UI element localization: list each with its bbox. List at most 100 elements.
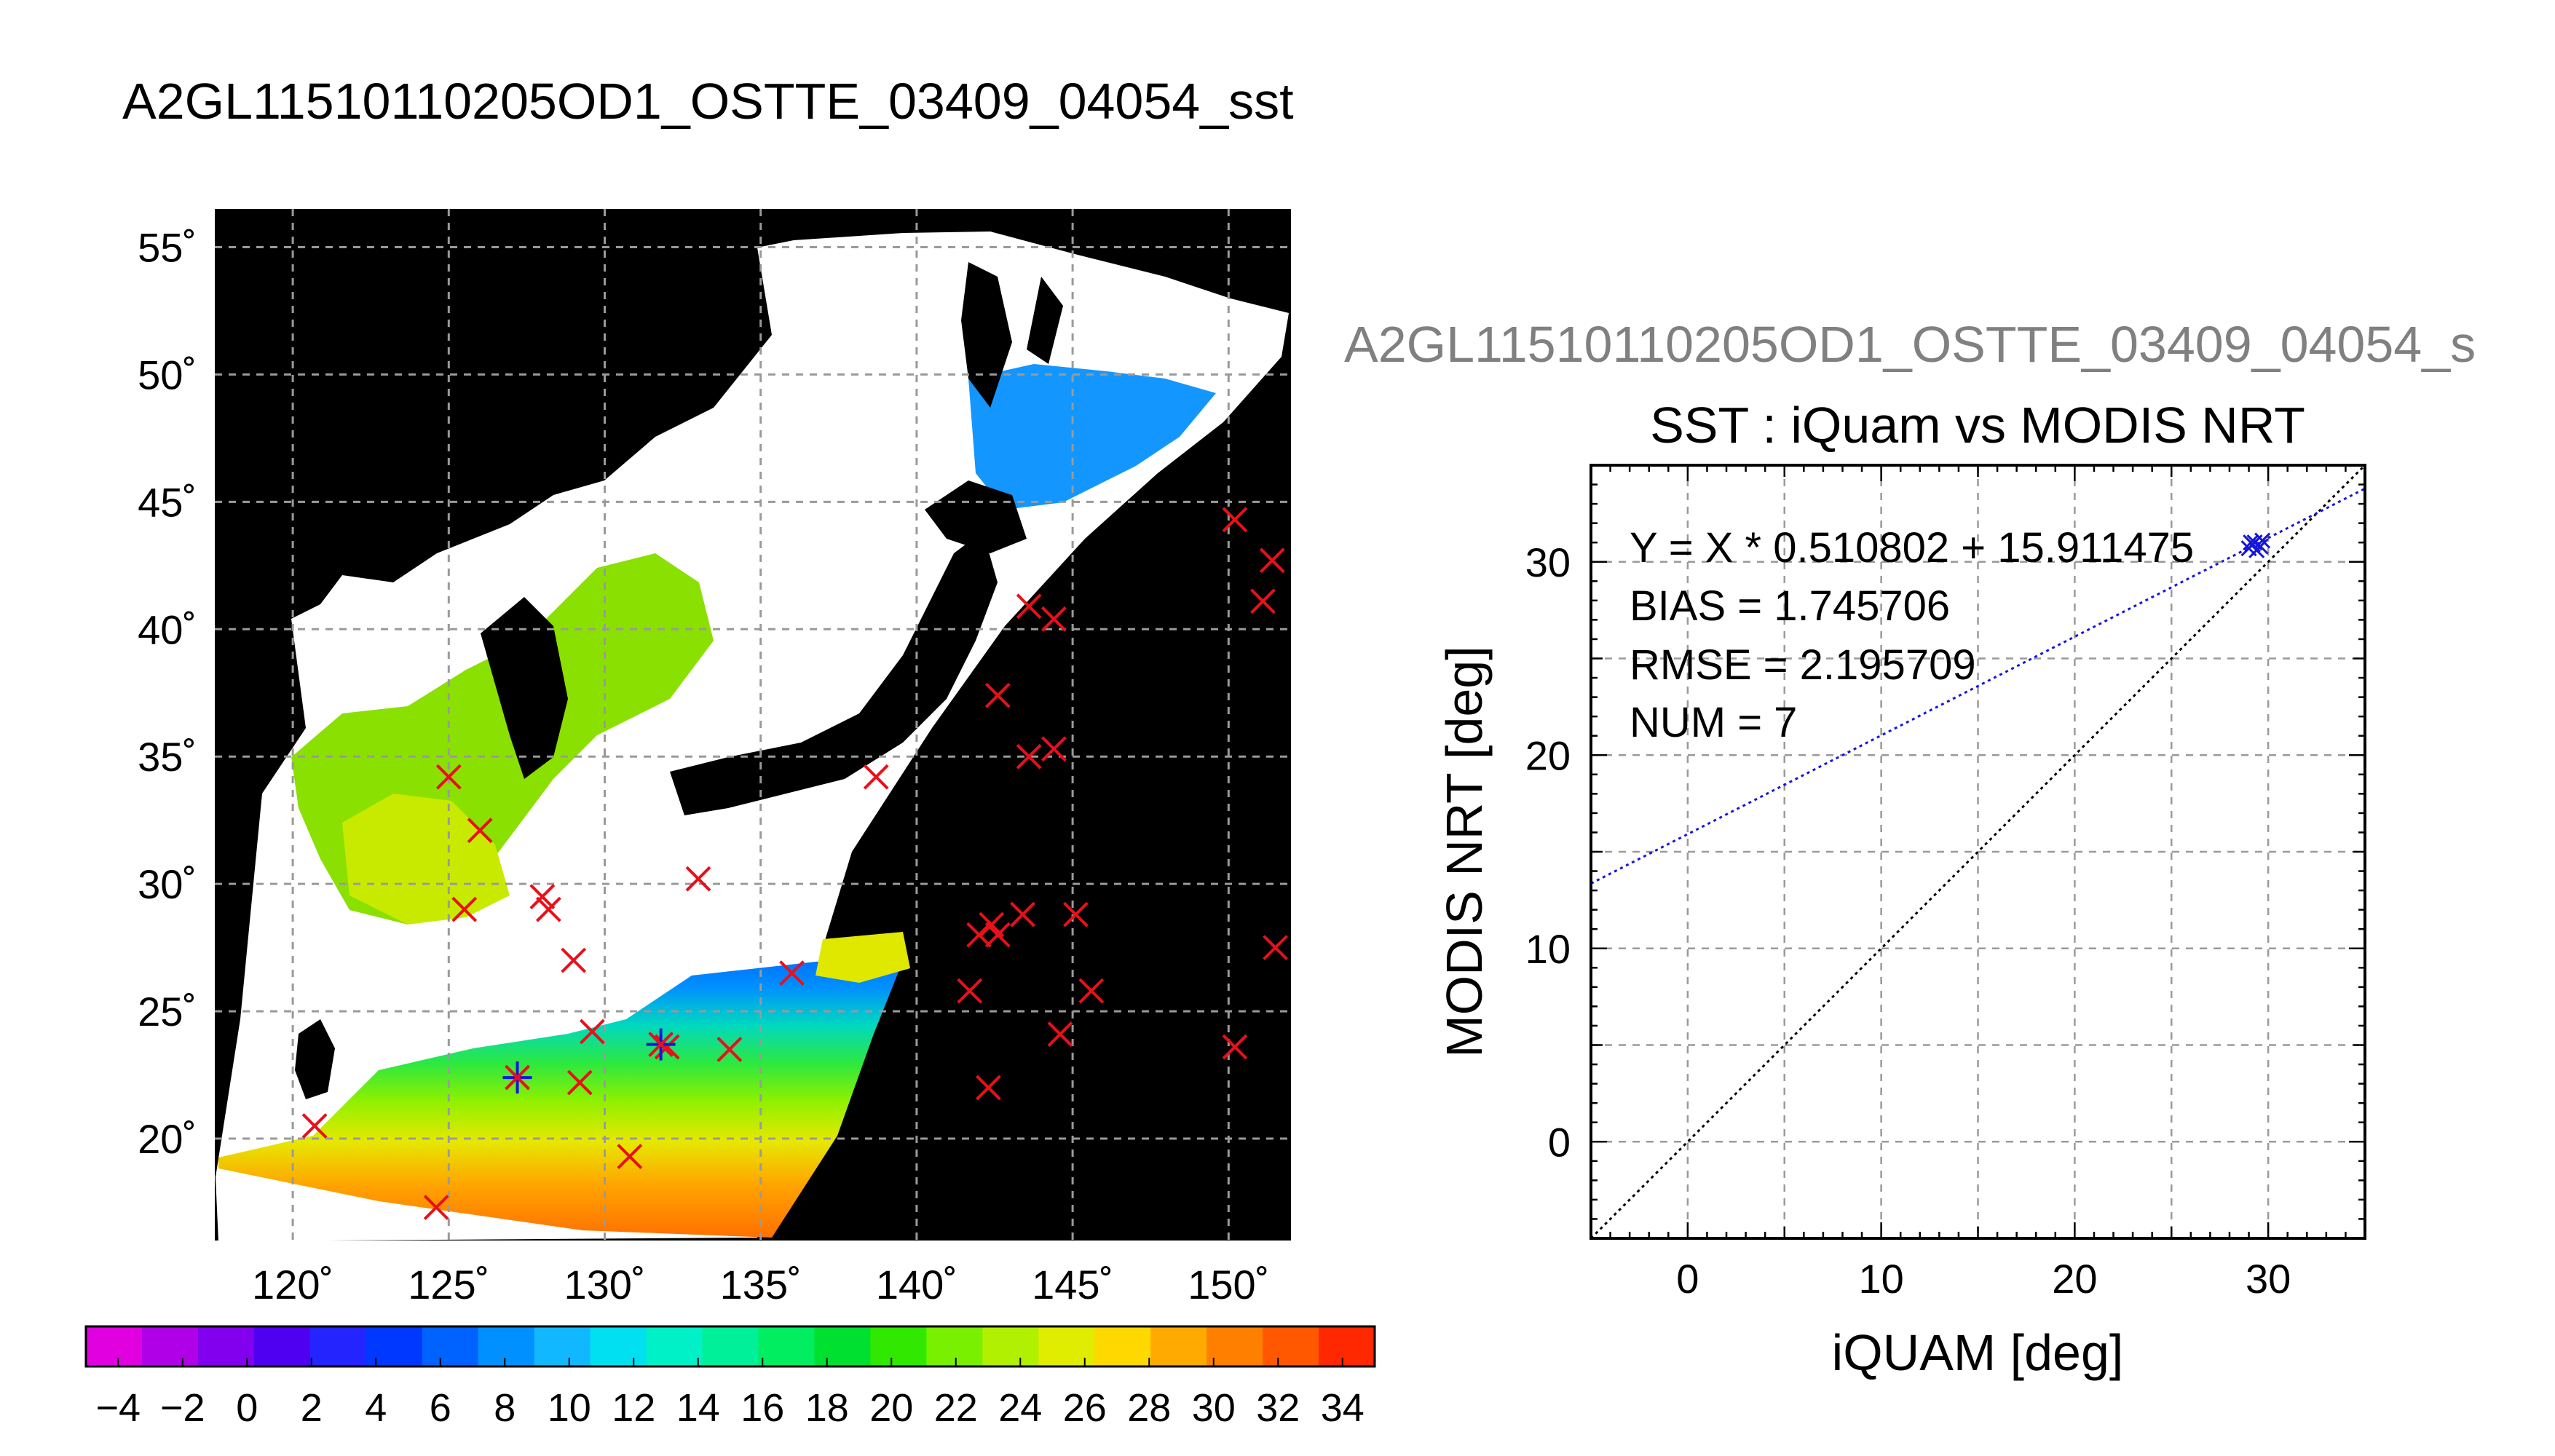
colorbar-segment	[197, 1326, 255, 1366]
colorbar-tick-label: −4	[95, 1386, 141, 1430]
scatter-y-tick-label: 0	[1548, 1119, 1571, 1165]
colorbar-segment	[422, 1326, 479, 1366]
figure-title: A2GL11510110205OD1_OSTTE_03409_04054_sst	[122, 73, 1294, 130]
blue-star-marker	[646, 1028, 676, 1061]
bias-label: BIAS = 1.745706	[1630, 582, 1950, 630]
scatter-annotations: Y = X * 0.510802 + 15.911475 BIAS = 1.74…	[1630, 524, 2194, 746]
one-to-one-line	[1591, 465, 2365, 1238]
land-korea-japan	[481, 262, 1063, 815]
red-x-marker	[566, 1069, 593, 1096]
map-x-tick-label: 145˚	[1032, 1262, 1113, 1307]
map-y-tick-label: 25˚	[138, 989, 197, 1034]
red-x-marker	[957, 978, 983, 1004]
red-x-marker	[654, 1034, 680, 1060]
colorbar-segment	[141, 1326, 199, 1366]
red-x-marker	[1222, 507, 1248, 533]
red-x-marker	[579, 1018, 605, 1045]
red-x-marker	[966, 922, 992, 948]
map-x-tick-label: 130˚	[564, 1262, 645, 1307]
x-axis-label: iQUAM [deg]	[1832, 1324, 2124, 1381]
red-x-marker	[1047, 1021, 1073, 1048]
colorbar-segment	[758, 1326, 815, 1366]
red-x-marker	[1259, 547, 1285, 574]
num-label: NUM = 7	[1630, 699, 1797, 746]
map-x-tick-label: 140˚	[876, 1262, 957, 1307]
colorbar-tick-label: 16	[741, 1386, 784, 1430]
red-x-marker	[716, 1037, 743, 1063]
red-x-marker	[779, 960, 805, 986]
colorbar-tick-label: 26	[1063, 1386, 1107, 1430]
red-x-marker	[1040, 736, 1067, 762]
red-x-marker	[976, 1075, 1001, 1101]
red-x-marker	[535, 896, 561, 922]
colorbar-segment	[1263, 1326, 1319, 1366]
colorbar-tick-label: 20	[869, 1386, 913, 1430]
colorbar-tick-label: 0	[236, 1386, 258, 1430]
colorbar-tick-label: 12	[612, 1386, 655, 1430]
colorbar-tick-label: −2	[160, 1386, 205, 1430]
map-y-tick-label: 55˚	[138, 224, 197, 270]
regression-line	[1591, 487, 2365, 885]
sst-patch-yellow-sea	[342, 794, 510, 925]
rmse-label: RMSE = 2.195709	[1630, 641, 1976, 689]
map-y-tick-label: 30˚	[138, 861, 197, 907]
scatter-point	[2244, 536, 2261, 553]
map-y-tick-label: 35˚	[138, 734, 197, 780]
colorbar-tick-label: 14	[676, 1386, 720, 1430]
colorbar-segment	[478, 1326, 535, 1366]
red-x-marker	[1016, 593, 1042, 620]
red-x-marker	[1250, 588, 1276, 614]
colorbar-segment	[1038, 1326, 1095, 1366]
fit-equation: Y = X * 0.510802 + 15.911475	[1630, 524, 2194, 571]
map-x-tick-labels: 120˚ 125˚ 130˚ 135˚ 140˚ 145˚ 150˚	[252, 1262, 1269, 1307]
colorbar-tick-label: 24	[998, 1386, 1042, 1430]
colorbar-segment	[253, 1326, 311, 1366]
colorbar-segment	[366, 1326, 423, 1366]
right-header: A2GL11510110205OD1_OSTTE_03409_04054_s	[1344, 316, 2476, 373]
colorbar-tick-label: 2	[301, 1386, 323, 1430]
colorbar-tick-label: 6	[430, 1386, 451, 1430]
colorbar-segment	[1094, 1326, 1151, 1366]
colorbar-tick-label: 8	[494, 1386, 516, 1430]
sst-patch-northern	[968, 364, 1216, 510]
red-x-marker	[561, 947, 587, 973]
scatter-x-tick-label: 20	[2052, 1256, 2097, 1302]
colorbar-tick-label: 30	[1192, 1386, 1236, 1430]
red-x-marker	[1222, 1034, 1248, 1060]
red-x-marker	[529, 884, 556, 910]
map-x-tick-label: 150˚	[1188, 1262, 1269, 1307]
sst-patch-south	[218, 946, 903, 1238]
colorbar-segment	[1207, 1326, 1263, 1366]
colorbar-tick-label: 28	[1127, 1386, 1171, 1430]
colorbar-segment	[86, 1326, 143, 1366]
scatter-y-tick-label: 20	[1525, 732, 1571, 778]
colorbar-segment	[982, 1326, 1039, 1366]
red-x-marker	[467, 818, 493, 844]
red-x-marker	[863, 764, 889, 790]
red-x-marker	[1016, 743, 1042, 769]
map-markers	[301, 507, 1288, 1220]
red-x-marker	[1062, 901, 1089, 927]
red-x-marker	[984, 682, 1011, 708]
red-x-marker	[1010, 901, 1035, 927]
y-axis-label: MODIS NRT [deg]	[1436, 646, 1493, 1057]
red-x-marker	[301, 1113, 328, 1139]
red-x-marker	[1078, 978, 1105, 1004]
map-y-tick-label: 50˚	[138, 352, 197, 397]
map-y-tick-label: 40˚	[138, 606, 197, 652]
colorbar-segment	[309, 1326, 367, 1366]
colorbar-tick-label: 10	[548, 1386, 591, 1430]
scatter-y-tick-label: 10	[1525, 926, 1571, 972]
colorbar-segment	[702, 1326, 759, 1366]
colorbar-tick-label: 18	[805, 1386, 849, 1430]
colorbar-frame	[84, 1325, 1376, 1368]
sst-colorbar	[84, 1325, 1376, 1368]
colorbar-segment	[1319, 1326, 1375, 1366]
scatter-panel: SST : iQuam vs MODIS NRT 0 10 20 300102030 …	[1436, 397, 2366, 1381]
scatter-point	[2254, 532, 2271, 549]
colorbar-tick-label: 4	[365, 1386, 387, 1430]
colorbar-tick-labels: −4 −2 0 2 4 6 8 10 12 14 16 18 20 22 24 26 28 30 32 34	[95, 1386, 1364, 1430]
red-x-marker	[1263, 935, 1288, 961]
scatter-ticks: 0 10 20 30 0 10 20 30	[1525, 464, 2366, 1302]
